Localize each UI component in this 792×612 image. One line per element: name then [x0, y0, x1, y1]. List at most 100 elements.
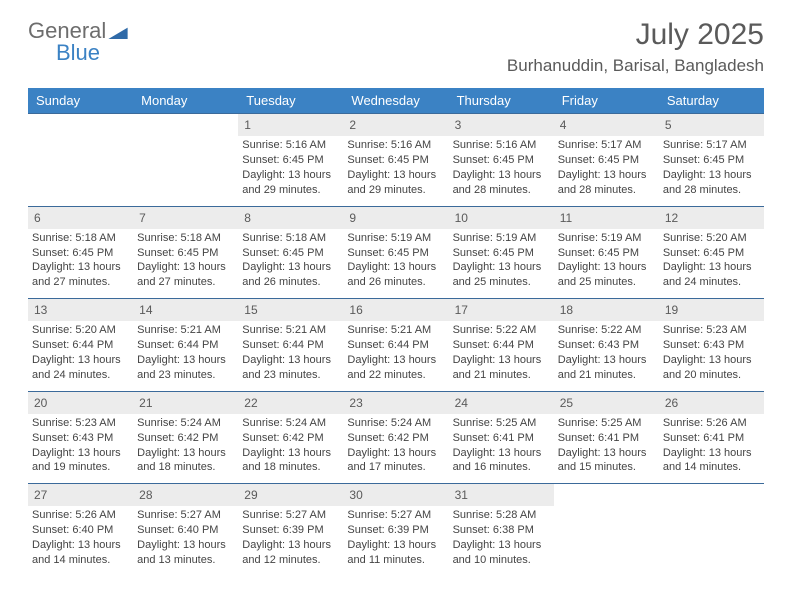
- day-cell: 19Sunrise: 5:23 AMSunset: 6:43 PMDayligh…: [659, 299, 764, 391]
- day-sunset: Sunset: 6:39 PM: [347, 523, 444, 538]
- title-block: July 2025 Burhanuddin, Barisal, Banglade…: [507, 18, 764, 76]
- day-sunset: Sunset: 6:44 PM: [453, 338, 550, 353]
- day-body: Sunrise: 5:22 AMSunset: 6:44 PMDaylight:…: [449, 321, 554, 390]
- day-cell: 27Sunrise: 5:26 AMSunset: 6:40 PMDayligh…: [28, 484, 133, 576]
- day-day2: and 12 minutes.: [242, 553, 339, 568]
- day-day2: and 15 minutes.: [558, 460, 655, 475]
- day-sunset: Sunset: 6:41 PM: [558, 431, 655, 446]
- day-number: 14: [133, 299, 238, 321]
- day-day1: Daylight: 13 hours: [558, 168, 655, 183]
- day-sunrise: Sunrise: 5:16 AM: [347, 138, 444, 153]
- day-sunset: Sunset: 6:44 PM: [137, 338, 234, 353]
- day-cell: 14Sunrise: 5:21 AMSunset: 6:44 PMDayligh…: [133, 299, 238, 391]
- day-number: 19: [659, 299, 764, 321]
- day-sunrise: Sunrise: 5:22 AM: [453, 323, 550, 338]
- day-number: 21: [133, 392, 238, 414]
- day-number: 7: [133, 207, 238, 229]
- day-cell: [28, 114, 133, 206]
- day-day1: Daylight: 13 hours: [242, 353, 339, 368]
- day-body: Sunrise: 5:25 AMSunset: 6:41 PMDaylight:…: [449, 414, 554, 483]
- day-day2: and 24 minutes.: [663, 275, 760, 290]
- day-cell: 16Sunrise: 5:21 AMSunset: 6:44 PMDayligh…: [343, 299, 448, 391]
- day-cell: 11Sunrise: 5:19 AMSunset: 6:45 PMDayligh…: [554, 207, 659, 299]
- day-sunrise: Sunrise: 5:20 AM: [663, 231, 760, 246]
- day-cell: 2Sunrise: 5:16 AMSunset: 6:45 PMDaylight…: [343, 114, 448, 206]
- day-body: Sunrise: 5:23 AMSunset: 6:43 PMDaylight:…: [28, 414, 133, 483]
- day-sunrise: Sunrise: 5:19 AM: [347, 231, 444, 246]
- day-sunset: Sunset: 6:38 PM: [453, 523, 550, 538]
- day-sunset: Sunset: 6:42 PM: [242, 431, 339, 446]
- day-day1: Daylight: 13 hours: [558, 446, 655, 461]
- day-sunset: Sunset: 6:45 PM: [453, 246, 550, 261]
- day-number: 27: [28, 484, 133, 506]
- day-body: Sunrise: 5:19 AMSunset: 6:45 PMDaylight:…: [449, 229, 554, 298]
- day-sunset: Sunset: 6:43 PM: [32, 431, 129, 446]
- day-body: Sunrise: 5:21 AMSunset: 6:44 PMDaylight:…: [133, 321, 238, 390]
- day-sunset: Sunset: 6:45 PM: [663, 153, 760, 168]
- day-day1: Daylight: 13 hours: [347, 168, 444, 183]
- week-row: 27Sunrise: 5:26 AMSunset: 6:40 PMDayligh…: [28, 483, 764, 576]
- day-sunrise: Sunrise: 5:16 AM: [453, 138, 550, 153]
- day-day1: Daylight: 13 hours: [558, 353, 655, 368]
- day-sunset: Sunset: 6:44 PM: [242, 338, 339, 353]
- day-day2: and 21 minutes.: [558, 368, 655, 383]
- day-day1: Daylight: 13 hours: [242, 168, 339, 183]
- day-number: 12: [659, 207, 764, 229]
- day-day2: and 18 minutes.: [137, 460, 234, 475]
- day-number: 16: [343, 299, 448, 321]
- day-sunrise: Sunrise: 5:27 AM: [137, 508, 234, 523]
- day-cell: [554, 484, 659, 576]
- day-body: Sunrise: 5:24 AMSunset: 6:42 PMDaylight:…: [133, 414, 238, 483]
- day-cell: 26Sunrise: 5:26 AMSunset: 6:41 PMDayligh…: [659, 392, 764, 484]
- day-sunrise: Sunrise: 5:26 AM: [663, 416, 760, 431]
- day-day1: Daylight: 13 hours: [137, 353, 234, 368]
- day-number: 20: [28, 392, 133, 414]
- weekday-sunday: Sunday: [28, 88, 133, 113]
- logo-triangle-icon: [108, 25, 128, 44]
- day-sunset: Sunset: 6:41 PM: [453, 431, 550, 446]
- day-day2: and 22 minutes.: [347, 368, 444, 383]
- day-sunrise: Sunrise: 5:20 AM: [32, 323, 129, 338]
- day-cell: 28Sunrise: 5:27 AMSunset: 6:40 PMDayligh…: [133, 484, 238, 576]
- day-sunrise: Sunrise: 5:21 AM: [242, 323, 339, 338]
- day-body: Sunrise: 5:27 AMSunset: 6:40 PMDaylight:…: [133, 506, 238, 575]
- day-number: 29: [238, 484, 343, 506]
- weekday-friday: Friday: [554, 88, 659, 113]
- day-body: Sunrise: 5:21 AMSunset: 6:44 PMDaylight:…: [343, 321, 448, 390]
- day-day1: Daylight: 13 hours: [453, 353, 550, 368]
- day-sunrise: Sunrise: 5:24 AM: [242, 416, 339, 431]
- day-body: Sunrise: 5:20 AMSunset: 6:45 PMDaylight:…: [659, 229, 764, 298]
- day-body: Sunrise: 5:20 AMSunset: 6:44 PMDaylight:…: [28, 321, 133, 390]
- day-number: 26: [659, 392, 764, 414]
- day-number: 22: [238, 392, 343, 414]
- weekday-thursday: Thursday: [449, 88, 554, 113]
- day-sunrise: Sunrise: 5:18 AM: [242, 231, 339, 246]
- day-body: Sunrise: 5:16 AMSunset: 6:45 PMDaylight:…: [343, 136, 448, 205]
- day-day2: and 28 minutes.: [453, 183, 550, 198]
- week-row: 1Sunrise: 5:16 AMSunset: 6:45 PMDaylight…: [28, 113, 764, 206]
- weekday-saturday: Saturday: [659, 88, 764, 113]
- day-sunset: Sunset: 6:43 PM: [558, 338, 655, 353]
- day-sunset: Sunset: 6:45 PM: [347, 246, 444, 261]
- day-day2: and 18 minutes.: [242, 460, 339, 475]
- day-cell: 1Sunrise: 5:16 AMSunset: 6:45 PMDaylight…: [238, 114, 343, 206]
- day-day1: Daylight: 13 hours: [453, 260, 550, 275]
- day-body: Sunrise: 5:18 AMSunset: 6:45 PMDaylight:…: [238, 229, 343, 298]
- day-sunrise: Sunrise: 5:21 AM: [347, 323, 444, 338]
- day-cell: 5Sunrise: 5:17 AMSunset: 6:45 PMDaylight…: [659, 114, 764, 206]
- day-day1: Daylight: 13 hours: [347, 538, 444, 553]
- day-number: 18: [554, 299, 659, 321]
- day-body: Sunrise: 5:17 AMSunset: 6:45 PMDaylight:…: [659, 136, 764, 205]
- day-day1: Daylight: 13 hours: [453, 446, 550, 461]
- day-day1: Daylight: 13 hours: [137, 538, 234, 553]
- day-number: 3: [449, 114, 554, 136]
- day-sunset: Sunset: 6:42 PM: [137, 431, 234, 446]
- day-sunrise: Sunrise: 5:26 AM: [32, 508, 129, 523]
- day-day2: and 26 minutes.: [347, 275, 444, 290]
- day-cell: [133, 114, 238, 206]
- day-cell: 13Sunrise: 5:20 AMSunset: 6:44 PMDayligh…: [28, 299, 133, 391]
- day-cell: 12Sunrise: 5:20 AMSunset: 6:45 PMDayligh…: [659, 207, 764, 299]
- day-number: 9: [343, 207, 448, 229]
- day-sunset: Sunset: 6:45 PM: [558, 153, 655, 168]
- day-day2: and 23 minutes.: [137, 368, 234, 383]
